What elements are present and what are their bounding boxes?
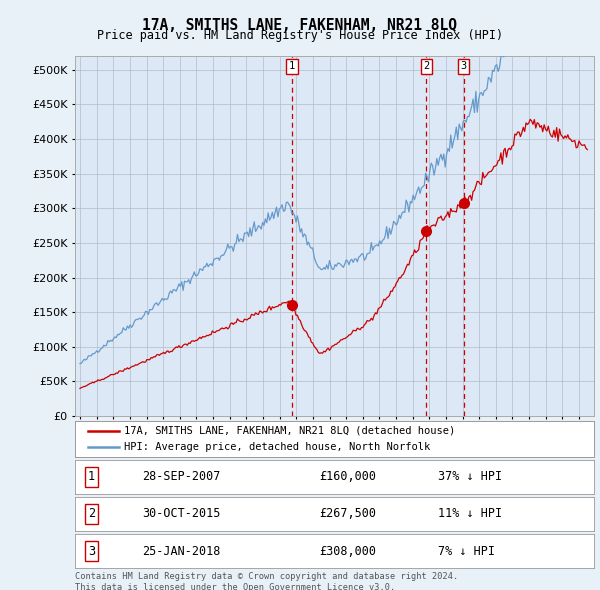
Text: 17A, SMITHS LANE, FAKENHAM, NR21 8LQ: 17A, SMITHS LANE, FAKENHAM, NR21 8LQ xyxy=(143,18,458,32)
Text: 2: 2 xyxy=(424,61,430,71)
Text: 2: 2 xyxy=(88,507,95,520)
Text: 3: 3 xyxy=(461,61,467,71)
Text: 28-SEP-2007: 28-SEP-2007 xyxy=(142,470,221,483)
Text: 17A, SMITHS LANE, FAKENHAM, NR21 8LQ (detached house): 17A, SMITHS LANE, FAKENHAM, NR21 8LQ (de… xyxy=(124,425,455,435)
Text: 37% ↓ HPI: 37% ↓ HPI xyxy=(438,470,502,483)
Text: 3: 3 xyxy=(88,545,95,558)
Text: £267,500: £267,500 xyxy=(319,507,376,520)
Text: Contains HM Land Registry data © Crown copyright and database right 2024.
This d: Contains HM Land Registry data © Crown c… xyxy=(75,572,458,590)
Text: Price paid vs. HM Land Registry's House Price Index (HPI): Price paid vs. HM Land Registry's House … xyxy=(97,30,503,42)
Text: 7% ↓ HPI: 7% ↓ HPI xyxy=(438,545,496,558)
Text: 30-OCT-2015: 30-OCT-2015 xyxy=(142,507,221,520)
Text: 1: 1 xyxy=(88,470,95,483)
Text: 1: 1 xyxy=(289,61,295,71)
Text: 11% ↓ HPI: 11% ↓ HPI xyxy=(438,507,502,520)
Text: 25-JAN-2018: 25-JAN-2018 xyxy=(142,545,221,558)
Text: £160,000: £160,000 xyxy=(319,470,376,483)
Text: HPI: Average price, detached house, North Norfolk: HPI: Average price, detached house, Nort… xyxy=(124,442,431,453)
Text: £308,000: £308,000 xyxy=(319,545,376,558)
